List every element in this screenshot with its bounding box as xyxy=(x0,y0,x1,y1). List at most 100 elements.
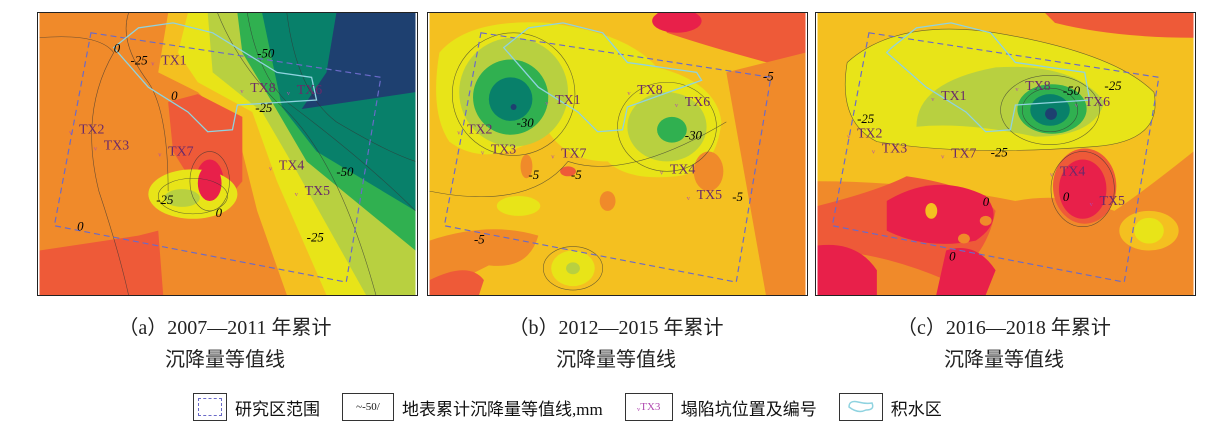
collapse-pit-icon: ᵥ xyxy=(456,125,461,137)
contour-value-label: 0 xyxy=(1063,190,1070,204)
contour-value-label: -30 xyxy=(517,116,535,130)
legend: 研究区范围 ~ -50/地表累计沉降量等值线,mm ᵥ TX3 塌陷坑位置及编号 积水… xyxy=(193,393,964,421)
contour-map-a: ᵥ TX1 ᵥ TX2 ᵥ TX3 ᵥ TX4 ᵥ TX5 ᵥ TX6 ᵥ TX7 ᵥ TX8 0 -25 -50… xyxy=(39,13,416,295)
pit-label: TX7 xyxy=(561,145,586,160)
caption-a-line1: （a）2007—2011 年累计 xyxy=(118,317,332,339)
contour-line-icon: ~ -50/ xyxy=(342,393,394,421)
contour-map-c: ᵥ TX1 ᵥ TX2 ᵥ TX3 ᵥ TX4 ᵥ TX5 ᵥ TX6 ᵥ TX7 ᵥ TX8 -25 -50 -… xyxy=(817,13,1194,295)
pit-label: TX2 xyxy=(857,126,882,141)
pit-label: TX1 xyxy=(161,52,186,67)
pit-label: TX2 xyxy=(467,122,492,137)
study-area-boundary xyxy=(831,32,1160,283)
collapse-pit-icon: ᵥ xyxy=(68,125,73,137)
collapse-pit-icon: ᵥ xyxy=(1074,97,1079,109)
collapse-pit-icon: ᵥ xyxy=(1049,166,1054,178)
contour-value-label: -5 xyxy=(528,168,539,182)
pit-label: TX4 xyxy=(279,157,304,172)
legend-contour-label: 地表累计沉降量等值线,mm xyxy=(402,399,603,419)
pit-label: TX8 xyxy=(637,82,662,97)
contour-value-label: 0 xyxy=(949,249,956,263)
panel-b-map: ᵥ TX1 ᵥ TX2 ᵥ TX3 ᵥ TX4 ᵥ TX5 ᵥ TX6 ᵥ TX7 ᵥ TX8 -5 -30 -3… xyxy=(427,12,808,296)
legend-water: 积水区 xyxy=(838,393,942,421)
collapse-pit-icon: ᵥ xyxy=(157,146,162,158)
contour-value-label: -25 xyxy=(131,53,149,67)
contour-value-label: -5 xyxy=(571,168,582,182)
collapse-pit-icon: ᵥ xyxy=(1089,196,1094,208)
caption-b-line2: 沉降量等值线 xyxy=(556,349,676,371)
pit-label: TX2 xyxy=(79,122,104,137)
collapse-pit-icon: ᵥ xyxy=(93,141,98,153)
contour-value-label: -25 xyxy=(156,193,174,207)
collapse-pit-icon: ᵥ xyxy=(686,190,691,202)
pit-label: TX6 xyxy=(685,94,710,109)
collapse-pit-icon: ᵥ xyxy=(268,160,273,172)
water-area-boundary xyxy=(885,22,1091,133)
study-area-boundary xyxy=(443,32,772,283)
collapse-pit-icon: ᵥ xyxy=(150,55,155,67)
contour-sample-label: -50 xyxy=(362,401,377,413)
pit-label: TX7 xyxy=(168,143,193,158)
contour-value-label: -50 xyxy=(1063,84,1081,98)
collapse-pit-icon: ᵥ xyxy=(1014,81,1019,93)
pit-label: TX3 xyxy=(491,142,516,157)
collapse-pit-icon: ᵥ xyxy=(930,91,935,103)
contour-value-label: -30 xyxy=(685,129,703,143)
water-area-boundary xyxy=(502,22,703,133)
caption-c: （c）2016—2018 年累计 沉降量等值线 xyxy=(804,312,1204,376)
contour-value-label: -50 xyxy=(336,165,354,179)
contour-value-label: 0 xyxy=(216,206,223,220)
legend-study-area: 研究区范围 xyxy=(193,393,320,421)
water-area-icon xyxy=(838,393,883,421)
pit-label: TX1 xyxy=(555,92,580,107)
pit-label: TX5 xyxy=(305,183,330,198)
pit-label: TX3 xyxy=(882,141,907,156)
legend-water-label: 积水区 xyxy=(890,399,942,419)
contour-map-b: ᵥ TX1 ᵥ TX2 ᵥ TX3 ᵥ TX4 ᵥ TX5 ᵥ TX6 ᵥ TX7 ᵥ TX8 -5 -30 -3… xyxy=(429,13,806,295)
pit-label: TX4 xyxy=(1060,163,1085,178)
collapse-pit-icon: ᵥ xyxy=(294,186,299,198)
pit-label: TX6 xyxy=(1085,94,1110,109)
contour-value-label: 0 xyxy=(983,195,990,209)
contour-value-label: 0 xyxy=(171,89,178,103)
collapse-pit-icon: ᵥ xyxy=(544,95,549,107)
pit-label: TX8 xyxy=(1025,78,1050,93)
pit-label: TX8 xyxy=(250,80,275,95)
legend-pit: ᵥ TX3 塌陷坑位置及编号 xyxy=(624,393,817,421)
collapse-pit-icon: ᵥ xyxy=(480,145,485,157)
contour-value-label: -25 xyxy=(307,231,325,245)
collapse-pit-icon: ᵥ xyxy=(239,83,244,95)
collapse-pit-icon: ᵥ xyxy=(871,144,876,156)
contour-value-label: 0 xyxy=(114,42,121,56)
contour-value-label: -25 xyxy=(1104,79,1122,93)
contour-value-label: -5 xyxy=(474,233,485,247)
pit-label: TX4 xyxy=(670,161,695,176)
contour-value-label: -25 xyxy=(857,112,875,126)
caption-c-line1: （c）2016—2018 年累计 xyxy=(897,317,1111,339)
legend-study-area-label: 研究区范围 xyxy=(235,399,320,419)
contour-value-label: -25 xyxy=(255,101,273,115)
contour-value-label: -50 xyxy=(257,47,275,61)
pit-label: TX7 xyxy=(951,145,976,160)
caption-a: （a）2007—2011 年累计 沉降量等值线 xyxy=(25,312,425,376)
collapse-pit-icon: ᵥ xyxy=(550,148,555,160)
pit-sample-label: TX3 xyxy=(640,401,661,413)
contour-value-label: -5 xyxy=(732,190,743,204)
collapse-pit-icon: ᵥ xyxy=(846,129,851,141)
collapse-pit-icon: ᵥ xyxy=(659,164,664,176)
collapse-pit-icon: ᵥ xyxy=(674,97,679,109)
pit-label: TX3 xyxy=(104,138,129,153)
caption-a-line2: 沉降量等值线 xyxy=(165,349,285,371)
panel-a-map: ᵥ TX1 ᵥ TX2 ᵥ TX3 ᵥ TX4 ᵥ TX5 ᵥ TX6 ᵥ TX7 ᵥ TX8 0 -25 -50… xyxy=(37,12,418,296)
study-area-boundary xyxy=(53,32,382,283)
pit-label: TX1 xyxy=(941,88,966,103)
contour-value-label: 0 xyxy=(77,220,84,234)
collapse-pit-icon: ᵥ xyxy=(626,85,631,97)
collapse-pit-icon: ᵥ xyxy=(940,148,945,160)
water-area-boundary xyxy=(112,22,318,133)
study-area-icon xyxy=(193,393,227,421)
collapse-pit-icon: ᵥ xyxy=(286,85,291,97)
pit-label: TX5 xyxy=(1100,193,1125,208)
legend-pit-label: 塌陷坑位置及编号 xyxy=(680,399,817,419)
collapse-pit-icon: ᵥ TX3 xyxy=(624,393,673,421)
caption-b: （b）2012—2015 年累计 沉降量等值线 xyxy=(416,312,816,376)
